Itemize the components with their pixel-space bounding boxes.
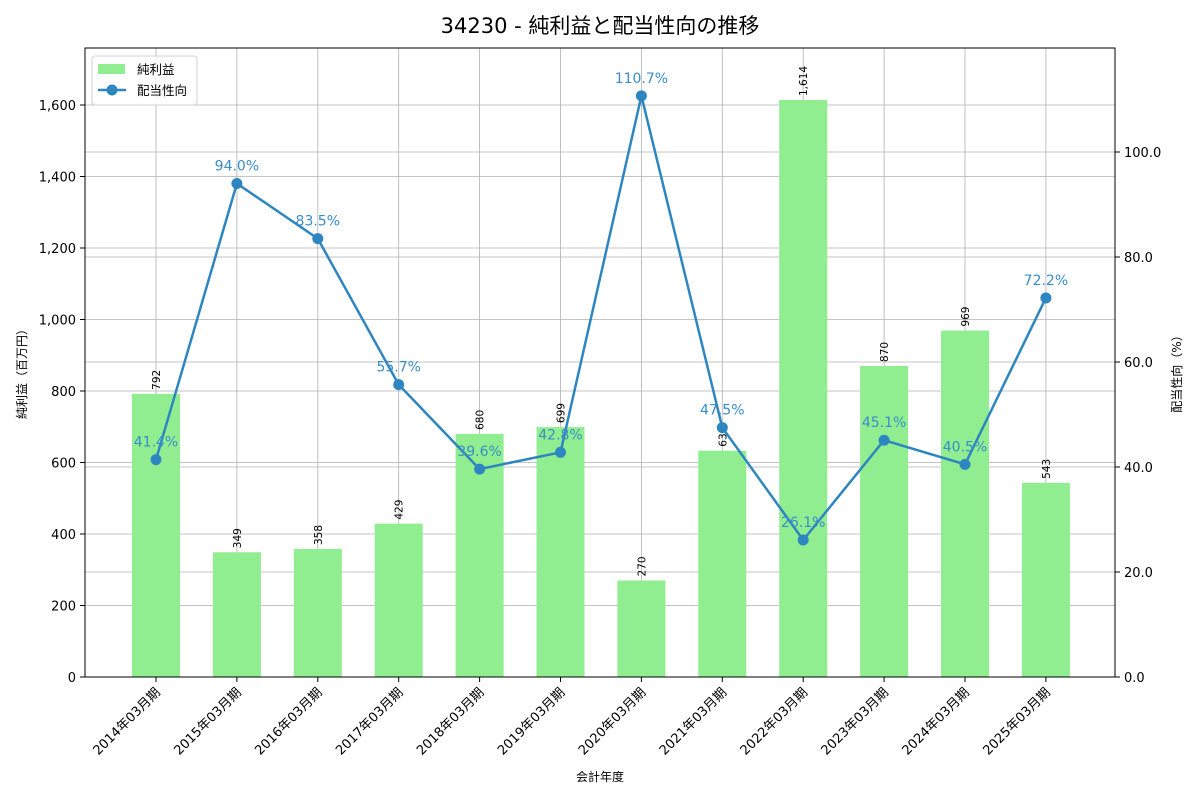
x-tick-label: 2025年03月期 <box>980 685 1053 758</box>
bar <box>860 365 909 677</box>
x-tick-label: 2024年03月期 <box>900 685 973 758</box>
bar-value-label: 349 <box>232 528 244 548</box>
line-marker <box>1040 292 1052 304</box>
bar-value-labels: 792 349 358 429 680 699 270 63 1,614 870 969 543 <box>151 66 1053 577</box>
bar-value-label: 63 <box>717 433 729 446</box>
legend-bar-swatch <box>98 64 125 74</box>
x-tick-label: 2023年03月期 <box>819 685 892 758</box>
right-axis-ticks: 0.0 20.0 40.0 60.0 80.0 100.0 <box>1115 146 1161 686</box>
payout-ratio-line <box>150 90 1052 546</box>
left-tick-label: 400 <box>51 528 76 543</box>
left-tick-label: 1,600 <box>39 99 76 114</box>
line-marker <box>797 534 809 546</box>
bar <box>941 330 989 677</box>
line-value-label: 94.0% <box>215 159 259 175</box>
right-tick-label: 80.0 <box>1124 251 1153 266</box>
line-marker <box>150 454 162 466</box>
x-tick-label: 2018年03月期 <box>414 685 487 758</box>
x-axis-ticks: 2014年03月期 2015年03月期 2016年03月期 2017年03月期 2018… <box>91 677 1054 759</box>
left-tick-label: 1,200 <box>39 242 76 257</box>
right-tick-label: 40.0 <box>1124 461 1153 476</box>
right-tick-label: 20.0 <box>1124 566 1153 581</box>
bar-value-label: 870 <box>879 342 891 362</box>
bar-value-label: 969 <box>960 307 972 327</box>
line-value-label: 55.7% <box>376 360 420 376</box>
line-value-label: 72.2% <box>1024 273 1068 289</box>
left-tick-label: 0 <box>68 671 76 686</box>
line-marker <box>393 379 405 391</box>
line-value-labels: 41.4% 94.0% 83.5% 55.7% 39.6% 42.8% 110.7% 47.5… <box>134 71 1068 531</box>
left-tick-label: 800 <box>51 385 76 400</box>
chart-title: 34230 - 純利益と配当性向の推移 <box>441 14 760 38</box>
bar <box>1021 482 1070 677</box>
line-value-label: 41.4% <box>134 435 178 451</box>
left-tick-label: 1,000 <box>39 314 76 329</box>
line-value-label: 45.1% <box>862 415 906 431</box>
x-tick-label: 2022年03月期 <box>738 685 811 758</box>
bar-value-label: 429 <box>394 500 406 520</box>
line-value-label: 83.5% <box>296 214 340 230</box>
line-value-label: 40.5% <box>943 439 987 455</box>
line-marker <box>635 90 647 102</box>
left-axis-label: 純利益（百万円） <box>15 323 29 419</box>
bar-value-label: 358 <box>313 525 325 545</box>
bar-value-label: 680 <box>475 410 487 430</box>
right-tick-label: 60.0 <box>1124 356 1153 371</box>
legend-marker-icon <box>106 84 118 96</box>
line-value-label: 110.7% <box>615 71 668 87</box>
x-axis-label: 会計年度 <box>576 769 624 784</box>
line-value-label: 26.1% <box>781 515 825 531</box>
bar <box>698 450 747 677</box>
right-axis-label: 配当性向（%） <box>1169 329 1184 412</box>
bar <box>374 523 423 677</box>
line-marker <box>555 446 566 458</box>
bar-value-label: 1,614 <box>798 66 810 96</box>
left-tick-label: 200 <box>51 600 76 615</box>
x-tick-label: 2014年03月期 <box>91 685 164 758</box>
payout-ratio-polyline <box>154 95 1048 543</box>
left-tick-label: 1,400 <box>39 171 76 186</box>
line-marker <box>959 458 971 470</box>
x-tick-label: 2019年03月期 <box>495 685 568 758</box>
bar <box>293 549 342 677</box>
bar <box>536 427 585 677</box>
right-tick-label: 100.0 <box>1124 146 1161 161</box>
legend-label-net-income: 純利益 <box>137 62 175 77</box>
left-axis-ticks: 0 200 400 600 800 1,000 1,200 1,400 1,600 <box>39 99 85 686</box>
bar <box>132 393 180 677</box>
legend-label-payout-ratio: 配当性向 <box>137 83 187 98</box>
x-tick-label: 2017年03月期 <box>333 685 406 758</box>
line-value-label: 42.8% <box>538 427 582 443</box>
x-tick-label: 2015年03月期 <box>171 685 244 758</box>
line-marker <box>878 434 890 446</box>
right-tick-label: 0.0 <box>1124 671 1145 686</box>
line-marker <box>231 178 243 189</box>
bar-value-label: 699 <box>556 403 568 423</box>
bar-value-label: 543 <box>1041 459 1053 479</box>
bar <box>779 99 828 678</box>
left-tick-label: 600 <box>51 457 76 472</box>
bar-value-label: 270 <box>636 556 648 576</box>
bar <box>617 580 666 677</box>
x-tick-label: 2021年03月期 <box>657 685 730 758</box>
line-value-label: 47.5% <box>700 403 744 419</box>
x-tick-label: 2020年03月期 <box>576 685 649 758</box>
legend: 純利益 配当性向 <box>91 55 198 106</box>
bar <box>212 552 261 677</box>
bar-value-label: 792 <box>151 370 163 390</box>
line-value-label: 39.6% <box>457 444 501 460</box>
line-marker <box>474 463 486 475</box>
line-marker <box>716 422 728 434</box>
line-marker <box>312 233 324 245</box>
net-income-bars <box>132 99 1070 678</box>
x-tick-label: 2016年03月期 <box>252 685 325 758</box>
